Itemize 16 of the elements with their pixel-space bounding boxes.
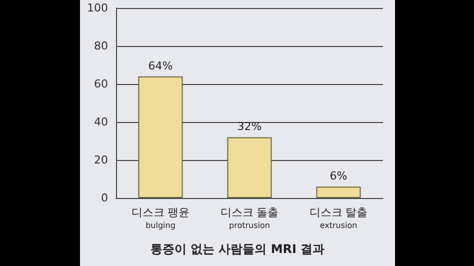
bar: [316, 186, 361, 198]
y-tick-label: 20: [94, 154, 108, 166]
data-label: 32%: [237, 120, 262, 134]
data-label: 64%: [148, 59, 173, 72]
x-tick-label: 디스크 돌출 protrusion: [220, 206, 279, 230]
data-label: 6%: [330, 170, 348, 183]
bar: [227, 137, 272, 198]
x-tick-label: 디스크 탈출 extrusion: [309, 206, 368, 230]
y-tick-label: 40: [94, 116, 108, 128]
text: 통증이 없는 사람들의 MRI 결과: [150, 242, 325, 256]
y-tick-label: 80: [94, 40, 108, 52]
y-tick-label: 100: [87, 2, 108, 14]
y-tick-label: 0: [101, 192, 108, 204]
y-tick-label: 60: [94, 78, 108, 90]
x-tick-label: 디스크 팽윤 bulging: [131, 206, 190, 230]
bar: [138, 76, 183, 198]
